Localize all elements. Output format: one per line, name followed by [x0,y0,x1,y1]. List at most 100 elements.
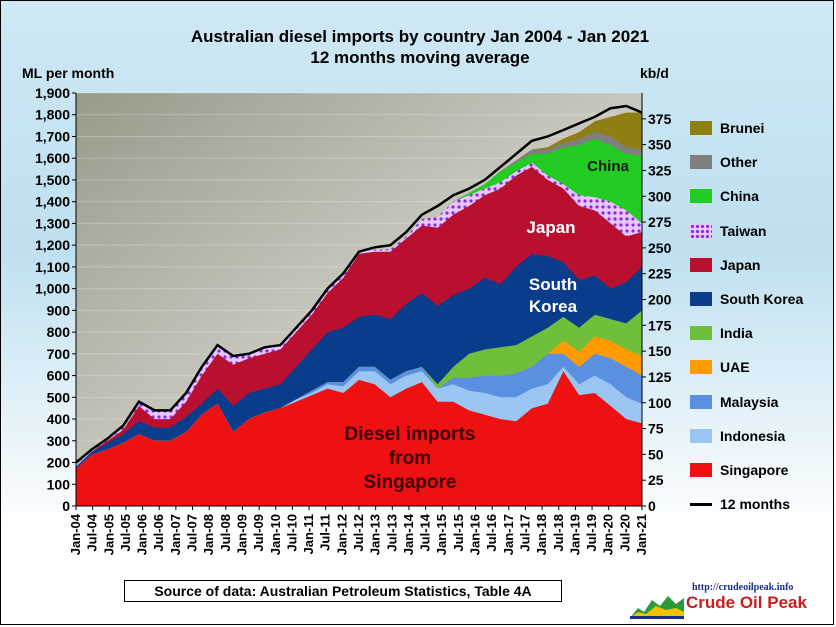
legend-label: India [720,325,753,342]
crude-oil-peak-logo: http://crudeoilpeak.info Crude Oil Peak [630,582,830,622]
source-note: Source of data: Australian Petroleum Sta… [124,580,562,602]
diesel-imports-chart: 01002003004005006007008009001,0001,1001,… [35,85,672,555]
annotation-singapore: Diesel imports [345,424,476,445]
legend-item: South Korea [690,289,803,309]
legend-item: Japan [690,255,760,275]
x-tick-label: Jul-16 [484,514,499,552]
x-tick-label: Jul-20 [617,514,632,552]
legend-swatch [690,121,712,135]
legend-swatch [690,155,712,170]
legend-label: Japan [720,256,761,273]
y2-tick-label: 225 [648,266,672,282]
y-tick-label: 1,100 [35,259,70,275]
y-tick-label: 1,200 [35,237,70,253]
right-y-axis: 0 25 50 75 100 125 150 175 200 225 250 275 300 325 350… [641,93,672,514]
y-tick-label: 200 [47,455,71,471]
legend-label: Taiwan [720,222,767,239]
y2-tick-label: 25 [648,472,664,488]
y-tick-label: 300 [47,433,71,449]
legend-label: Malaysia [720,393,779,410]
x-tick-label: Jan-06 [135,514,150,555]
moving-total-path [75,104,643,464]
chart-subtitle: 12 months moving average [310,48,530,67]
y2-tick-label: 300 [648,188,672,204]
annotation-singapore: from [389,448,431,469]
y2-tick-label: 250 [648,240,672,256]
legend-swatch [690,394,712,409]
legend-item: China [690,186,759,206]
y2-tick-label: 50 [648,446,664,462]
x-tick-label: Jan-08 [201,514,216,555]
legend-item: Brunei [690,118,764,138]
x-tick-label: Jan-17 [501,514,516,555]
y2-tick-label: 100 [648,395,672,411]
x-tick-label: Jul-12 [351,514,366,552]
legend-label: South Korea [720,291,804,307]
x-axis: Jan-04 Jul-04 Jan-05 Jul-05 Jan-06 Jul-06 Jan-… [68,505,649,555]
legend-item: India [690,323,753,343]
legend-item: 12 months [690,494,790,514]
x-tick-label: Jul-08 [218,514,233,552]
annotation-south-korea: South [529,275,577,294]
legend-swatch [690,326,712,341]
x-tick-label: Jan-10 [268,514,283,555]
legend-swatch [690,292,712,306]
x-tick-label: Jul-15 [451,514,466,552]
y-tick-label: 1,000 [35,281,70,297]
left-y-axis: 0 100 200 300 400 500 600 700 800 900 1,000 1,100 1,… [35,85,77,514]
y2-tick-label: 150 [648,343,672,359]
x-tick-label: Jul-10 [284,514,299,552]
x-tick-label: Jul-13 [384,514,399,552]
y2-tick-label: 375 [648,111,672,127]
x-tick-label: Jan-05 [101,514,116,555]
left-axis-unit: ML per month [22,65,115,81]
y2-tick-label: 75 [648,421,664,437]
x-tick-label: Jan-11 [301,514,316,554]
y-tick-label: 1,800 [35,107,70,123]
x-tick-label: Jul-06 [151,514,166,552]
y-tick-label: 800 [47,324,71,340]
legend-label: 12 months [720,496,791,513]
y-tick-label: 1,400 [35,194,70,210]
logo-name: Crude Oil Peak [686,593,807,612]
legend-item: Other [690,152,757,172]
y-tick-label: 0 [62,498,70,514]
y-tick-label: 500 [47,389,71,405]
y-tick-label: 1,500 [35,172,70,188]
y2-tick-label: 175 [648,317,672,333]
x-tick-label: Jan-07 [168,514,183,555]
x-tick-label: Jan-09 [234,514,249,555]
y-tick-label: 1,300 [35,215,70,231]
legend-swatch [690,189,712,204]
area-singapore [76,371,642,506]
x-tick-label: Jan-14 [401,513,416,555]
legend-label: Singapore [720,462,789,478]
x-tick-label: Jan-19 [567,514,582,555]
y2-tick-label: 200 [648,292,672,308]
annotations: Diesel imports from Singapore Japan South Kor… [345,158,630,493]
x-tick-label: Jan-16 [468,514,483,555]
legend-label: Indonesia [720,427,786,444]
x-tick-label: Jul-19 [584,514,599,552]
legend-label: UAE [720,359,750,376]
y2-tick-label: 350 [648,137,672,153]
x-tick-label: Jan-21 [634,514,649,555]
y-tick-label: 700 [47,346,71,362]
right-axis-unit: kb/d [640,65,669,81]
legend-item: Taiwan [690,221,766,241]
legend-swatch [690,257,712,272]
x-tick-label: Jan-13 [368,514,383,555]
x-tick-label: Jul-11 [318,514,333,551]
moving-total-line [75,104,643,464]
legend-item: Indonesia [690,426,785,446]
y-tick-label: 600 [47,368,71,384]
legend-label: Brunei [720,120,765,136]
legend-swatch [690,463,712,477]
x-tick-label: Jul-14 [418,513,433,551]
x-tick-label: Jul-04 [85,513,100,551]
annotation-singapore: Singapore [364,472,457,493]
y2-tick-label: 0 [648,498,656,514]
annotation-south-korea: Korea [529,297,578,316]
x-tick-label: Jan-15 [434,514,449,555]
y-tick-label: 400 [47,411,71,427]
